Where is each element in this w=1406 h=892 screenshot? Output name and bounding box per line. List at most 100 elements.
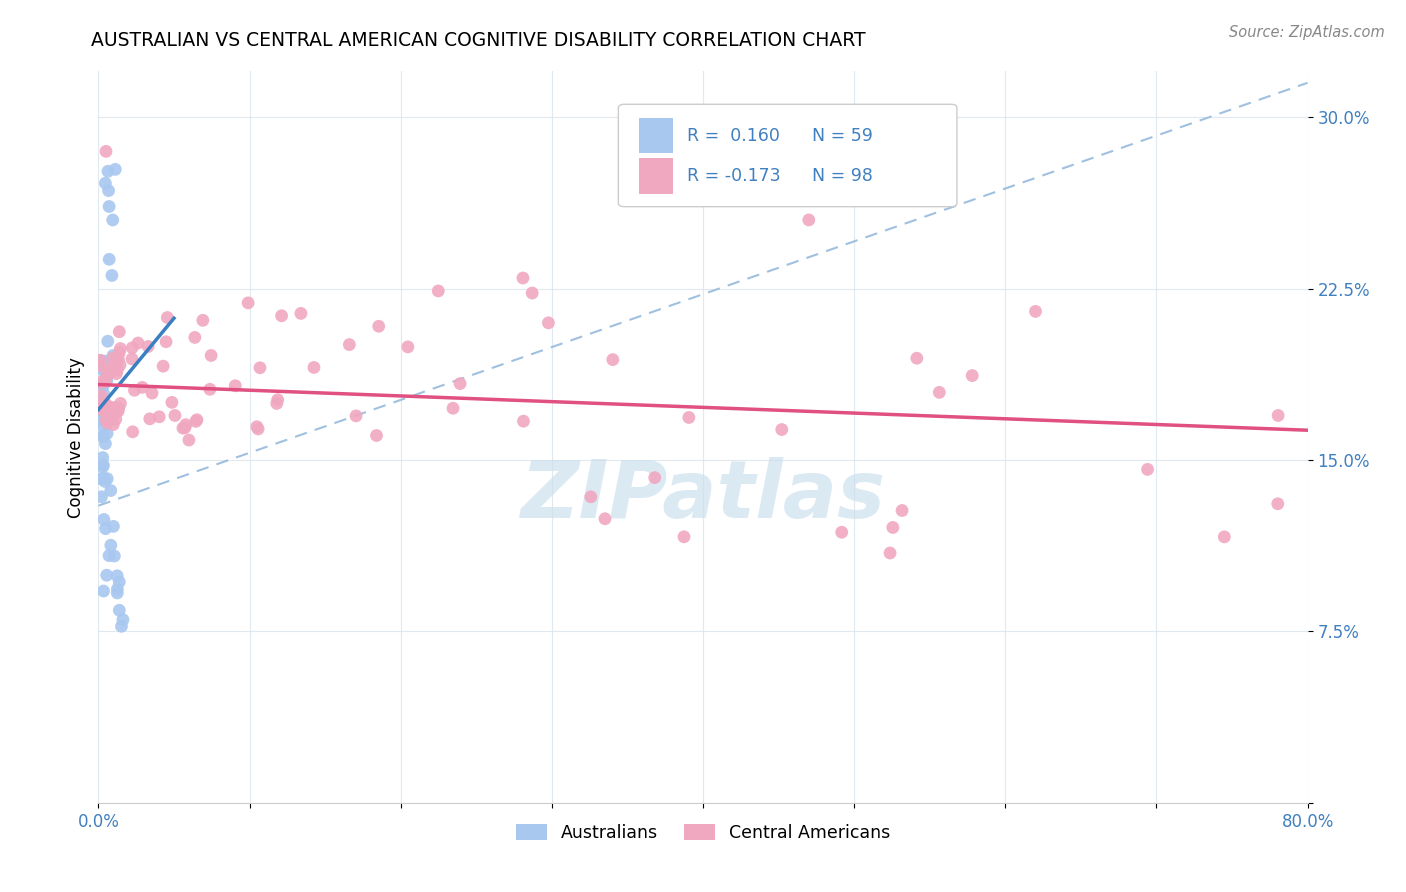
Point [89,398,111,412]
Point [267,392,290,407]
Point [103,401,125,415]
Point [105,586,128,600]
Point [103,519,125,533]
Point [136,339,159,353]
Point [91,429,114,443]
Point [224,378,246,392]
Point [172,421,194,435]
Point [155,334,177,349]
Point [94,396,117,410]
Point [91,355,114,369]
Point [579,490,602,504]
Point [93,458,115,473]
Point [93,401,115,415]
Point [110,342,132,356]
Point [1267,409,1289,423]
Point [441,401,464,416]
Point [91,399,114,413]
Point [108,345,131,359]
Point [90,389,112,403]
Point [90,490,112,504]
Point [97,184,120,198]
Point [593,512,616,526]
Point [124,384,146,398]
Point [337,337,360,351]
Point [184,330,207,344]
Point [90,397,112,411]
Point [96,370,118,384]
Point [105,569,128,583]
Point [344,409,367,423]
Point [174,420,197,434]
Point [101,213,124,227]
Text: R =  0.160: R = 0.160 [688,127,780,145]
Point [198,382,221,396]
Point [200,349,222,363]
Point [512,271,534,285]
Point [537,316,560,330]
Point [236,296,259,310]
Point [93,584,115,599]
Point [108,325,131,339]
Point [105,582,128,596]
Point [266,396,288,410]
Point [89,412,111,426]
Point [131,380,153,394]
FancyBboxPatch shape [638,118,673,153]
Point [100,538,122,552]
Point [104,412,127,426]
Point [105,401,128,415]
Point [121,425,143,439]
Legend: Australians, Central Americans: Australians, Central Americans [509,817,897,849]
Point [98,549,121,563]
Point [797,213,820,227]
Point [449,376,471,391]
Point [89,353,111,368]
Point [100,483,122,498]
Point [101,351,124,365]
Point [93,429,115,443]
Point [882,520,904,534]
Point [94,176,117,190]
Point [89,413,111,427]
Point [96,568,118,582]
Point [107,401,129,416]
Point [90,472,112,486]
Y-axis label: Cognitive Disability: Cognitive Disability [66,357,84,517]
Point [98,252,121,267]
Point [94,436,117,450]
Point [94,375,117,389]
Point [186,413,208,427]
Point [101,348,124,362]
Point [512,414,534,428]
Point [174,417,197,432]
Point [93,401,115,415]
Point [107,404,129,418]
Text: Source: ZipAtlas.com: Source: ZipAtlas.com [1229,25,1385,40]
Point [107,352,129,367]
Point [141,386,163,401]
Point [94,365,117,379]
Point [94,475,117,489]
Point [96,410,118,425]
Point [246,419,269,434]
Point [104,406,127,420]
Point [672,530,695,544]
Point [121,341,143,355]
Point [111,613,134,627]
Point [156,310,179,325]
Point [96,472,118,486]
Point [302,360,325,375]
Point [89,377,111,392]
Point [108,603,131,617]
Point [104,162,127,177]
Text: N = 98: N = 98 [811,167,873,185]
Point [94,398,117,412]
Point [177,433,200,447]
Text: R = -0.173: R = -0.173 [688,167,780,185]
Point [103,417,125,432]
Point [96,426,118,441]
Point [91,460,114,475]
Point [879,546,901,560]
Point [96,365,118,379]
